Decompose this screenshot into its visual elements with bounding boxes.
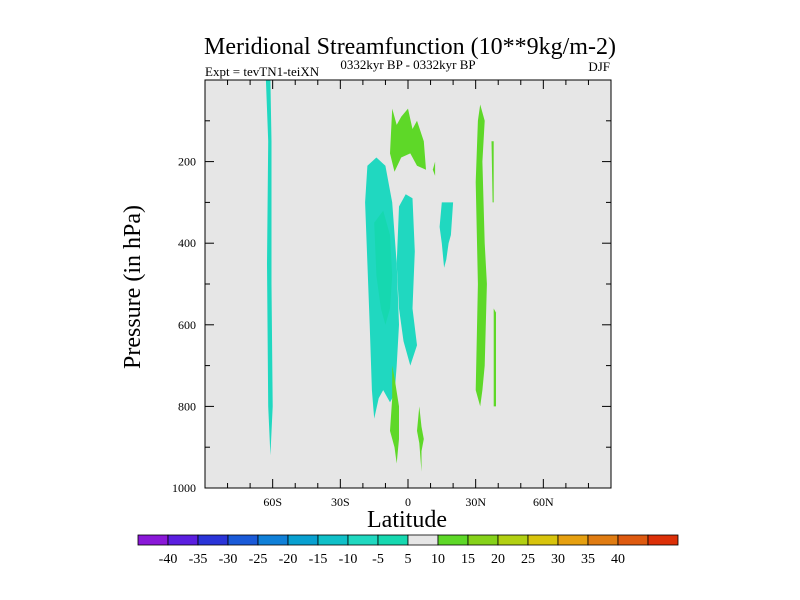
y-tick-label: 800 [178, 399, 196, 413]
y-tick-label: 1000 [172, 481, 196, 495]
contour-regions [265, 80, 496, 472]
colorbar-label: -15 [309, 552, 328, 567]
contour-region-lower-positive-lobe-right [417, 406, 424, 472]
colorbar-label: 30 [551, 552, 565, 567]
contour-region-tropical-negative-cell-inner [374, 210, 393, 325]
y-tick-label: 400 [178, 236, 196, 250]
colorbar-label: -10 [339, 552, 358, 567]
colorbar-label: 5 [405, 552, 412, 567]
colorbar-swatch [437, 534, 469, 546]
chart-subtitle-center: 0332kyr BP - 0332kyr BP [340, 57, 475, 72]
colorbar-swatch [377, 534, 409, 546]
colorbar-label: 10 [431, 552, 445, 567]
chart-subtitle-left: Expt = tevTN1-teiXN [205, 64, 320, 79]
colorbar: -40 -35 -30 -25 -20 -15 -10 -5 5 10 15 20 25 30 35 40 [137, 534, 679, 567]
contour-region-lower-positive-lobe-left [390, 365, 399, 464]
colorbar-label: 35 [581, 552, 595, 567]
chart-subtitle-right: DJF [588, 59, 610, 74]
colorbar-label: -35 [189, 552, 208, 567]
x-axis-label: Latitude [367, 507, 447, 533]
colorbar-swatch [287, 534, 319, 546]
y-tick-label: 600 [178, 318, 196, 332]
colorbar-label: 40 [611, 552, 625, 567]
colorbar-swatch [137, 534, 169, 546]
y-axis-ticks: 200 400 600 800 1000 [172, 120, 611, 495]
contour-region-subtropical-negative-patch [439, 202, 454, 268]
colorbar-swatch [587, 534, 619, 546]
colorbar-swatch [527, 534, 559, 546]
colorbar-swatch [467, 534, 499, 546]
y-tick-label: 200 [178, 155, 196, 169]
colorbar-label: 25 [521, 552, 535, 567]
colorbar-swatch [647, 534, 679, 546]
colorbar-swatch [497, 534, 529, 546]
colorbar-label: -40 [159, 552, 178, 567]
y-axis-label: Pressure (in hPa) [120, 205, 146, 369]
x-axis-ticks: 60S 30S 0 30N 60N [227, 80, 589, 509]
contour-region-northern-positive-sliver-b [493, 308, 496, 407]
x-tick-label: 0 [405, 495, 411, 509]
contour-region-southern-high-latitude-negative-band [265, 80, 273, 456]
contour-region-small-positive-speck [432, 161, 436, 176]
colorbar-label: -20 [279, 552, 298, 567]
contour-region-northern-positive-sliver-a [491, 141, 494, 203]
colorbar-label: -5 [372, 552, 384, 567]
x-tick-label: 60N [533, 495, 554, 509]
colorbar-swatch [197, 534, 229, 546]
x-tick-label: 30N [465, 495, 486, 509]
colorbar-label: -30 [219, 552, 238, 567]
colorbar-swatch [407, 534, 439, 546]
colorbar-label: 20 [491, 552, 505, 567]
colorbar-swatch [347, 534, 379, 546]
colorbar-swatch [227, 534, 259, 546]
contour-region-upper-equatorial-positive-lobe [390, 108, 426, 172]
chart-title: Meridional Streamfunction (10**9kg/m-2) [204, 34, 616, 60]
contour-region-northern-positive-band [475, 104, 487, 407]
colorbar-swatch [317, 534, 349, 546]
colorbar-label: -25 [249, 552, 268, 567]
x-tick-label: 30S [331, 495, 350, 509]
colorbar-swatch [257, 534, 289, 546]
contour-region-equatorial-negative-lobe [396, 194, 417, 366]
colorbar-swatch [167, 534, 199, 546]
colorbar-swatch [557, 534, 589, 546]
x-tick-label: 60S [263, 495, 282, 509]
colorbar-swatch [617, 534, 649, 546]
colorbar-label: 15 [461, 552, 475, 567]
